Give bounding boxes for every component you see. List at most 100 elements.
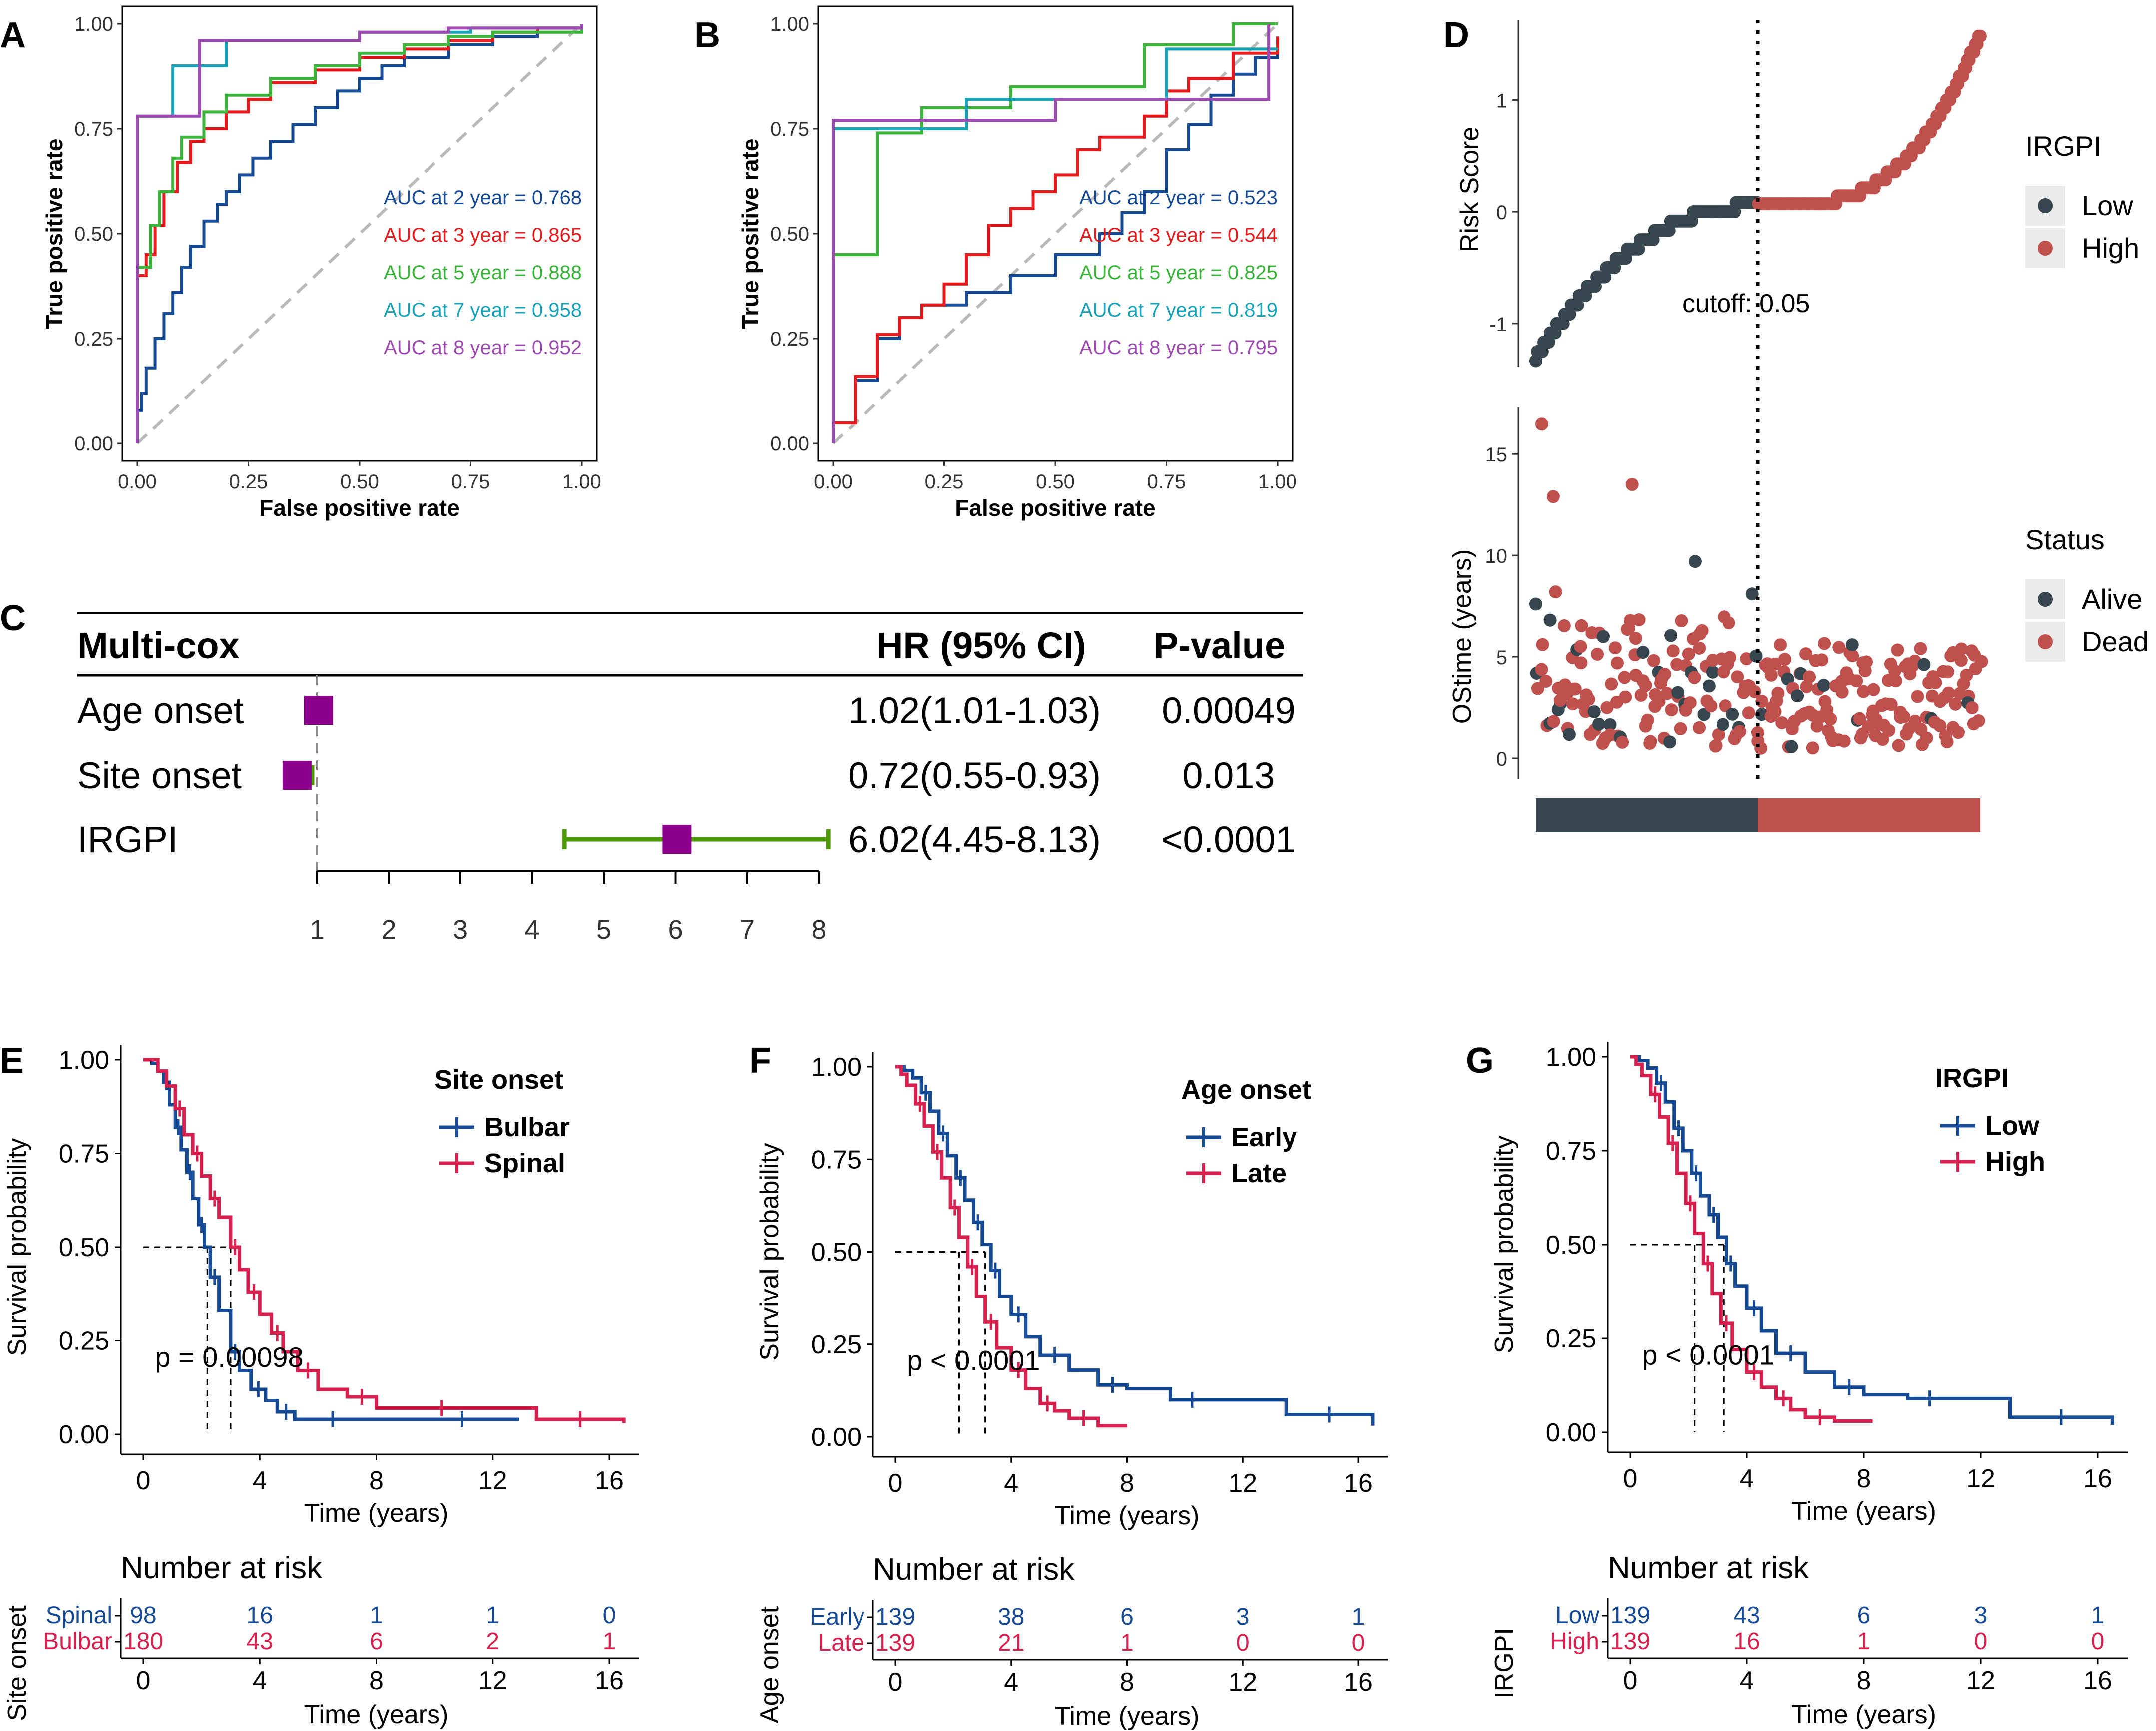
status-point-dead <box>1629 632 1642 645</box>
status-point-dead <box>1634 688 1648 702</box>
row-label: Site onset <box>77 755 242 796</box>
x-tick-label: 0.25 <box>229 471 268 493</box>
y-tick-label: 0.25 <box>770 328 809 350</box>
y-tick-label: 1.00 <box>770 13 809 35</box>
status-point-dead <box>1709 739 1723 752</box>
x-tick-label: 5 <box>596 915 611 945</box>
roc-curve-1 <box>832 49 1279 443</box>
y-tick-label: 0.50 <box>770 223 809 245</box>
status-point-alive <box>1562 728 1576 741</box>
status-point-dead <box>1891 643 1904 657</box>
auc-label-3: AUC at 5 year = 0.825 <box>1079 262 1278 284</box>
risk-count: 0 <box>603 1602 616 1629</box>
status-point-dead <box>1549 585 1562 599</box>
risk-x-tick-label: 8 <box>369 1666 384 1695</box>
panel-label-g: G <box>1466 1041 1494 1081</box>
status-point-dead <box>1675 614 1688 628</box>
status-point-dead <box>1535 417 1548 431</box>
risk-count: 139 <box>1610 1602 1650 1629</box>
x-axis-label: False positive rate <box>259 495 459 521</box>
risk-count: 139 <box>1610 1628 1650 1655</box>
status-point-dead <box>1658 667 1671 681</box>
x-tick-label: 7 <box>740 915 755 945</box>
status-point-dead <box>1857 685 1870 698</box>
status-point-dead <box>1647 654 1660 667</box>
status-point-dead <box>1641 713 1654 727</box>
p-value-label: p < 0.0001 <box>1642 1339 1774 1371</box>
risk-row-label: Early <box>810 1604 864 1630</box>
status-point-dead <box>1632 613 1646 626</box>
status-point-dead <box>1618 671 1631 684</box>
risk-x-axis-label: Time (years) <box>1791 1700 1936 1729</box>
status-point-dead <box>1892 739 1905 752</box>
risk-count: 139 <box>875 1604 915 1630</box>
status-point-alive <box>1688 555 1702 568</box>
risk-row-label: Low <box>1555 1602 1599 1629</box>
x-tick-label: 1 <box>310 915 325 945</box>
risk-group-legend-key <box>2038 198 2053 213</box>
risk-x-tick-label: 8 <box>1120 1668 1134 1697</box>
x-tick-label: 16 <box>595 1466 624 1495</box>
risk-count: 98 <box>130 1602 156 1629</box>
panel-d-risk: -1 0 1 Risk Score cutoff: 0.05 0 5 10 15 OStime (… <box>1448 20 2149 832</box>
status-point-dead <box>1674 722 1687 735</box>
y-tick-label: 0.75 <box>1546 1137 1596 1166</box>
auc-label-1: AUC at 2 year = 0.768 <box>384 187 582 209</box>
status-point-dead <box>1600 701 1614 714</box>
status-point-alive <box>1785 740 1798 753</box>
y-tick-label: 0.25 <box>1546 1324 1596 1353</box>
status-point-dead <box>1929 676 1942 689</box>
status-legend-key <box>2038 592 2053 607</box>
legend-label: Late <box>1231 1158 1287 1188</box>
status-point-dead <box>1574 640 1587 653</box>
legend-label: Spinal <box>484 1148 565 1178</box>
status-point-dead <box>1818 637 1831 650</box>
status-point-dead <box>1557 619 1571 633</box>
x-axis-label: False positive rate <box>955 495 1155 521</box>
status-point-dead <box>1799 647 1813 661</box>
status-point-dead <box>1949 697 1962 711</box>
status-point-dead <box>1768 657 1782 671</box>
status-point-alive <box>1664 629 1678 642</box>
status-point-dead <box>1778 653 1792 666</box>
risk-count: 1 <box>603 1628 616 1655</box>
x-axis-label: Time (years) <box>1055 1501 1200 1530</box>
risk-group-legend-label: Low <box>2082 190 2133 221</box>
x-tick-label: 4 <box>1740 1464 1754 1493</box>
status-point-dead <box>1666 644 1680 658</box>
roc-curve-2 <box>832 36 1279 443</box>
risk-y-tick-label: -1 <box>1489 314 1507 336</box>
status-point-alive <box>1543 613 1557 627</box>
roc-curve-3 <box>136 24 583 443</box>
p-value-label: p < 0.0001 <box>907 1345 1040 1376</box>
risk-row-label: Bulbar <box>43 1628 112 1655</box>
risk-table-y-label: Age onset <box>755 1606 784 1723</box>
y-tick-label: 0.25 <box>59 1327 109 1356</box>
status-point-alive <box>1592 717 1606 731</box>
risk-x-tick-label: 0 <box>1623 1666 1638 1695</box>
x-tick-label: 12 <box>1966 1464 1995 1493</box>
y-tick-label: 0.00 <box>59 1420 109 1449</box>
panel-label-f: F <box>749 1041 771 1081</box>
risk-count: 6 <box>1120 1604 1134 1630</box>
km-curve-early <box>895 1065 1375 1426</box>
y-tick-label: 0.00 <box>811 1423 862 1452</box>
auc-label-2: AUC at 3 year = 0.865 <box>384 224 582 246</box>
x-tick-label: 0 <box>1623 1464 1638 1493</box>
row-label: IRGPI <box>77 819 178 860</box>
risk-x-tick-label: 12 <box>1228 1668 1257 1697</box>
status-point-dead <box>1846 649 1859 663</box>
auc-label-5: AUC at 8 year = 0.952 <box>384 337 582 359</box>
panel-b-roc: 0.00 0.25 0.50 0.75 1.00 0.00 0.25 0.50 0.75 1.00… <box>737 5 1297 521</box>
y-tick-label: 0.25 <box>74 328 113 350</box>
risk-x-tick-label: 0 <box>888 1668 903 1697</box>
status-point-dead <box>1955 642 1968 656</box>
time-y-tick-label: 15 <box>1485 444 1508 466</box>
p-value-label: p = 0.00098 <box>155 1341 303 1373</box>
status-point-dead <box>1802 670 1816 684</box>
panel-label-d: D <box>1443 15 1469 55</box>
y-tick-label: 0.50 <box>59 1233 109 1262</box>
risk-count: 1 <box>1120 1630 1134 1656</box>
